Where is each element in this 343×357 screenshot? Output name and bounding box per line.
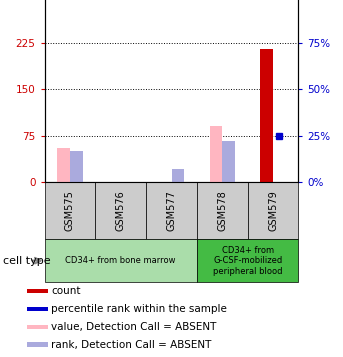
Text: GSM578: GSM578 [217, 190, 227, 231]
Text: GSM575: GSM575 [65, 190, 75, 231]
Text: count: count [51, 286, 81, 296]
Bar [210, 126, 222, 182]
Bar [57, 148, 70, 182]
Bar [248, 182, 298, 239]
Text: GSM579: GSM579 [268, 190, 278, 231]
Bar [27, 325, 48, 329]
Text: GSM577: GSM577 [166, 190, 177, 231]
Bar [27, 289, 48, 293]
Bar [45, 239, 197, 282]
Bar [197, 182, 248, 239]
Text: GSM576: GSM576 [116, 190, 126, 231]
Bar [27, 307, 48, 311]
Bar [146, 182, 197, 239]
Bar [95, 182, 146, 239]
Bar [222, 141, 235, 182]
Bar [197, 239, 298, 282]
Text: percentile rank within the sample: percentile rank within the sample [51, 304, 227, 314]
Text: rank, Detection Call = ABSENT: rank, Detection Call = ABSENT [51, 340, 212, 350]
Text: CD34+ from bone marrow: CD34+ from bone marrow [66, 256, 176, 265]
Bar [27, 342, 48, 347]
Bar [70, 151, 83, 182]
Text: value, Detection Call = ABSENT: value, Detection Call = ABSENT [51, 322, 217, 332]
Text: CD34+ from
G-CSF-mobilized
peripheral blood: CD34+ from G-CSF-mobilized peripheral bl… [213, 246, 282, 276]
Text: cell type: cell type [3, 256, 51, 266]
Bar [172, 169, 184, 182]
Bar [45, 182, 95, 239]
Bar [260, 49, 273, 182]
